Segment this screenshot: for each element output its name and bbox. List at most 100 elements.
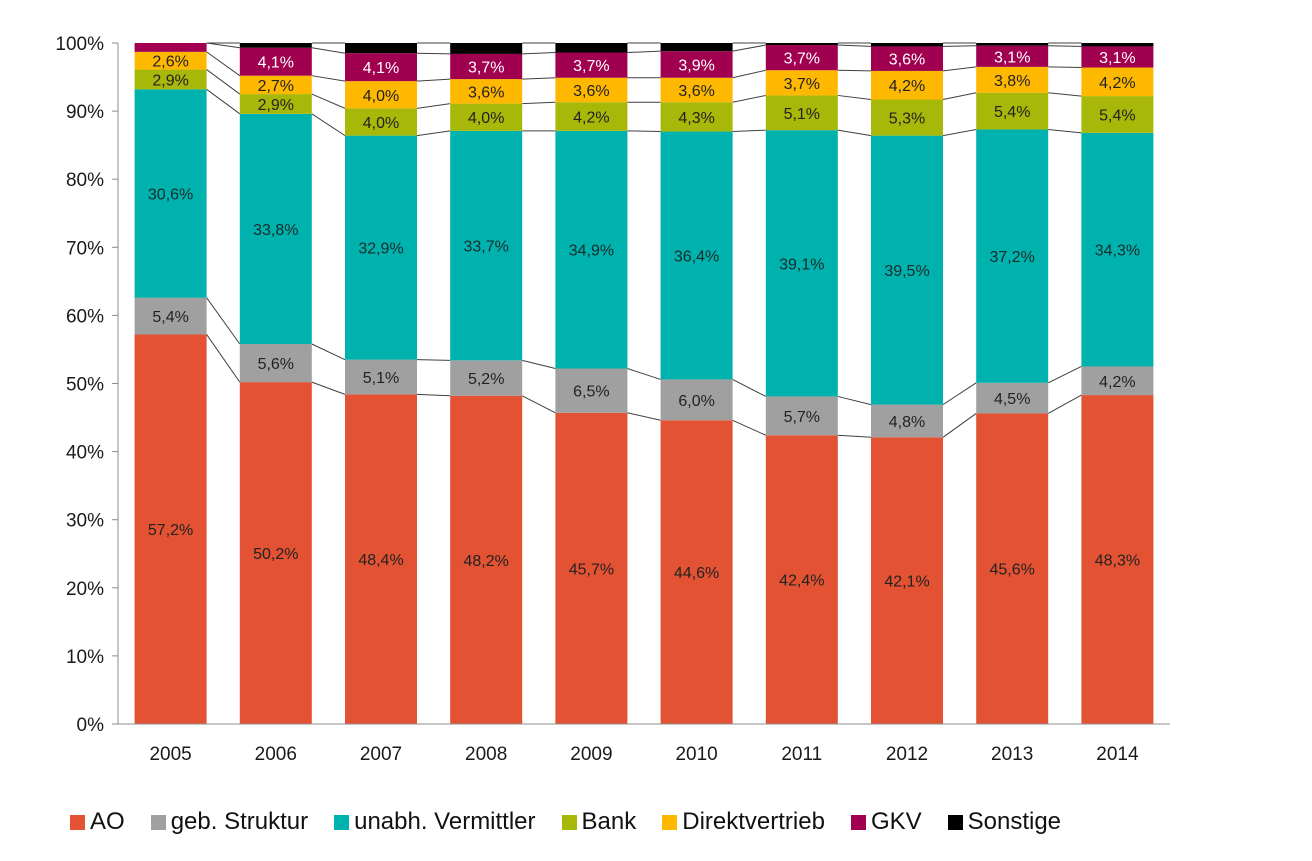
series-connector-line bbox=[311, 75, 346, 82]
bar-segment-geb-struktur-2007 bbox=[345, 359, 417, 395]
bar-segment-direktvertrieb-2013 bbox=[976, 66, 1049, 93]
series-connector-line bbox=[522, 77, 556, 80]
series-connector-line bbox=[732, 419, 767, 436]
legend-swatch bbox=[850, 814, 866, 830]
data-label: 3,7% bbox=[784, 76, 820, 93]
data-label: 3,8% bbox=[994, 73, 1030, 90]
series-connector-line bbox=[837, 69, 872, 72]
series-connector-line bbox=[206, 51, 241, 77]
series-connector-line bbox=[522, 52, 556, 55]
data-label: 4,0% bbox=[363, 88, 399, 105]
series-connector-line bbox=[732, 69, 766, 79]
series-connector-line bbox=[837, 94, 872, 101]
axes: 0% 10% 20% 30% 40% 50% 60% 70% 80% 90% 100% 2005 200… bbox=[55, 34, 1170, 765]
data-label: 5,4% bbox=[152, 309, 188, 326]
bar-segment-ao-2007 bbox=[345, 394, 417, 724]
data-label: 45,6% bbox=[990, 562, 1035, 579]
data-label: 4,2% bbox=[1099, 75, 1135, 92]
bar-segment-unabh-vermittler-2005 bbox=[134, 89, 207, 298]
bar-segment-direktvertrieb-2007 bbox=[345, 81, 417, 109]
x-tick-label: 2012 bbox=[886, 744, 928, 765]
series-connector-line bbox=[732, 44, 766, 52]
y-tick-label: 80% bbox=[66, 170, 104, 191]
data-label: 32,9% bbox=[358, 241, 403, 258]
series-connector-line bbox=[521, 395, 556, 414]
data-label: 45,7% bbox=[569, 561, 614, 578]
bar-segment-ao-2014 bbox=[1081, 395, 1154, 724]
data-label: 48,4% bbox=[358, 552, 403, 569]
y-tick-label: 90% bbox=[66, 102, 104, 123]
data-label: 3,7% bbox=[573, 58, 609, 75]
data-label: 57,2% bbox=[148, 522, 193, 539]
legend-item: AO bbox=[70, 808, 125, 836]
data-label: 34,3% bbox=[1095, 243, 1140, 260]
series-connector-line bbox=[1048, 66, 1082, 69]
legend-swatch bbox=[662, 814, 678, 830]
legend-swatch bbox=[561, 814, 577, 830]
data-label: 4,8% bbox=[889, 414, 925, 431]
data-label: 3,6% bbox=[889, 52, 925, 69]
data-label: 4,2% bbox=[573, 110, 609, 127]
data-label: 4,3% bbox=[678, 110, 714, 127]
y-tick-label: 100% bbox=[55, 34, 104, 55]
data-label: 3,9% bbox=[678, 57, 714, 74]
stacked-bar-chart: 57,2%5,4%30,6%2,9%2,6%50,2%5,6%33,8%2,9%… bbox=[55, 34, 1170, 765]
data-label: 33,7% bbox=[464, 239, 509, 256]
data-label: 33,8% bbox=[253, 222, 298, 239]
bar-segment-bank-2005 bbox=[134, 69, 207, 90]
series-connector-line bbox=[732, 94, 766, 103]
legend-item: Bank bbox=[561, 808, 636, 836]
bar-segment-unabh-vermittler-2007 bbox=[345, 135, 417, 360]
bar-segment-ao-2011 bbox=[765, 435, 838, 724]
bar-segment-unabh-vermittler-2011 bbox=[765, 130, 838, 397]
bars: 57,2%5,4%30,6%2,9%2,6%50,2%5,6%33,8%2,9%… bbox=[134, 43, 1154, 724]
bar-segment-sonstige-2008 bbox=[450, 43, 523, 54]
bar-segment-unabh-vermittler-2008 bbox=[450, 130, 523, 361]
y-tick-label: 70% bbox=[66, 238, 104, 259]
legend-swatch bbox=[150, 814, 166, 830]
connector-lines bbox=[206, 42, 1082, 438]
series-connector-line bbox=[627, 50, 661, 54]
series-connector-line bbox=[311, 381, 346, 395]
bar-segment-geb-struktur-2009 bbox=[555, 368, 628, 413]
legend-swatch bbox=[334, 814, 350, 830]
bar-segment-gkv-2009 bbox=[555, 52, 628, 78]
bar-segment-bank-2013 bbox=[976, 92, 1049, 130]
data-label: 4,0% bbox=[363, 115, 399, 132]
series-connector-line bbox=[522, 359, 556, 370]
bar-segment-geb-struktur-2010 bbox=[660, 379, 733, 421]
series-connector-line bbox=[311, 93, 346, 109]
series-connector-line bbox=[206, 297, 241, 345]
bar-segment-sonstige-2011 bbox=[765, 43, 838, 46]
series-connector-line bbox=[627, 368, 661, 380]
bar-segment-gkv-2011 bbox=[765, 45, 838, 71]
data-label: 3,7% bbox=[468, 59, 504, 76]
legend-item: Direktvertrieb bbox=[662, 808, 825, 836]
data-label: 50,2% bbox=[253, 546, 298, 563]
bar-segment-gkv-2007 bbox=[345, 53, 417, 82]
data-label: 5,1% bbox=[784, 106, 820, 123]
data-label: 42,4% bbox=[779, 573, 824, 590]
series-connector-line bbox=[206, 334, 241, 383]
data-label: 30,6% bbox=[148, 187, 193, 204]
bar-segment-bank-2006 bbox=[239, 94, 312, 114]
data-label: 36,4% bbox=[674, 248, 719, 265]
bar-segment-bank-2008 bbox=[450, 103, 523, 131]
legend-label: Sonstige bbox=[967, 808, 1062, 835]
bar-segment-gkv-2006 bbox=[239, 47, 312, 76]
series-connector-line bbox=[942, 45, 977, 47]
data-label: 42,1% bbox=[884, 574, 929, 591]
series-connector-line bbox=[837, 395, 872, 406]
bar-segment-sonstige-2012 bbox=[871, 43, 943, 47]
data-label: 5,4% bbox=[994, 104, 1030, 121]
data-label: 3,1% bbox=[994, 49, 1030, 66]
bar-segment-geb-struktur-2014 bbox=[1081, 366, 1154, 396]
data-label: 3,6% bbox=[678, 83, 714, 100]
data-label: 2,7% bbox=[258, 78, 294, 95]
bar-segment-sonstige-2007 bbox=[345, 43, 417, 54]
legend-item: GKV bbox=[850, 808, 922, 836]
bar-segment-sonstige-2006 bbox=[239, 43, 312, 48]
data-label: 48,3% bbox=[1095, 553, 1140, 570]
bar-segment-ao-2005 bbox=[134, 334, 207, 724]
bar-segment-ao-2009 bbox=[555, 412, 628, 724]
